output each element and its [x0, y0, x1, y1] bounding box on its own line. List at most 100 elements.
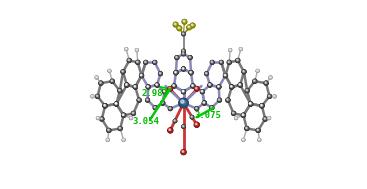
- Circle shape: [261, 104, 264, 107]
- Circle shape: [221, 62, 222, 63]
- Circle shape: [225, 75, 226, 76]
- Circle shape: [232, 112, 236, 115]
- Circle shape: [247, 128, 248, 129]
- Circle shape: [161, 101, 165, 105]
- Circle shape: [232, 86, 233, 87]
- Circle shape: [119, 89, 121, 92]
- Circle shape: [169, 129, 172, 132]
- Circle shape: [103, 104, 107, 108]
- Circle shape: [123, 114, 124, 116]
- Circle shape: [257, 129, 260, 132]
- Circle shape: [189, 26, 190, 28]
- Circle shape: [231, 86, 233, 88]
- Circle shape: [131, 111, 135, 115]
- Circle shape: [261, 105, 263, 107]
- Circle shape: [96, 77, 97, 78]
- Circle shape: [240, 48, 242, 50]
- Circle shape: [122, 113, 126, 117]
- Circle shape: [268, 117, 270, 120]
- Circle shape: [195, 123, 199, 126]
- Circle shape: [192, 24, 194, 26]
- Text: 3.054: 3.054: [132, 117, 159, 126]
- Circle shape: [96, 77, 98, 78]
- Circle shape: [259, 139, 260, 140]
- Circle shape: [243, 71, 245, 72]
- Circle shape: [240, 84, 241, 86]
- Circle shape: [112, 80, 113, 82]
- Circle shape: [181, 100, 184, 103]
- Circle shape: [190, 71, 193, 74]
- Circle shape: [116, 103, 117, 105]
- Circle shape: [111, 80, 114, 83]
- Circle shape: [243, 114, 244, 116]
- Circle shape: [270, 77, 272, 78]
- Circle shape: [182, 125, 184, 127]
- Circle shape: [169, 107, 170, 109]
- Circle shape: [205, 72, 208, 75]
- Circle shape: [246, 128, 248, 129]
- Circle shape: [183, 33, 184, 35]
- Circle shape: [182, 52, 185, 56]
- Circle shape: [97, 117, 99, 119]
- Circle shape: [119, 127, 121, 130]
- Circle shape: [122, 114, 126, 117]
- Circle shape: [160, 73, 161, 74]
- Circle shape: [182, 101, 185, 105]
- Circle shape: [225, 75, 226, 76]
- Circle shape: [238, 60, 239, 61]
- Circle shape: [156, 84, 158, 86]
- Circle shape: [243, 71, 245, 73]
- Circle shape: [100, 82, 102, 84]
- Circle shape: [161, 101, 164, 104]
- Circle shape: [269, 95, 270, 97]
- Circle shape: [195, 87, 199, 91]
- Circle shape: [236, 59, 240, 62]
- Circle shape: [183, 50, 184, 51]
- Circle shape: [155, 107, 156, 108]
- Circle shape: [239, 84, 241, 86]
- Circle shape: [105, 105, 106, 106]
- Circle shape: [188, 26, 190, 28]
- Circle shape: [100, 117, 104, 121]
- Circle shape: [135, 86, 136, 87]
- Circle shape: [140, 74, 143, 77]
- Circle shape: [157, 84, 158, 85]
- Circle shape: [119, 127, 122, 130]
- Circle shape: [218, 99, 221, 102]
- Circle shape: [153, 106, 157, 110]
- Circle shape: [146, 98, 149, 102]
- Circle shape: [265, 118, 266, 119]
- Circle shape: [240, 48, 242, 50]
- Circle shape: [189, 57, 191, 59]
- Circle shape: [191, 84, 195, 88]
- Circle shape: [147, 86, 149, 88]
- Circle shape: [240, 84, 241, 85]
- Circle shape: [183, 101, 185, 104]
- Circle shape: [145, 61, 147, 63]
- Circle shape: [175, 71, 177, 74]
- Circle shape: [204, 102, 205, 103]
- Circle shape: [133, 85, 137, 89]
- Circle shape: [238, 83, 242, 87]
- Circle shape: [147, 85, 150, 88]
- Circle shape: [126, 84, 128, 86]
- Circle shape: [182, 50, 184, 51]
- Circle shape: [235, 117, 237, 119]
- Circle shape: [182, 102, 184, 103]
- Circle shape: [155, 62, 156, 63]
- Circle shape: [146, 99, 149, 101]
- Circle shape: [246, 127, 248, 129]
- Circle shape: [206, 73, 207, 74]
- Circle shape: [188, 56, 192, 60]
- Circle shape: [126, 49, 127, 50]
- Circle shape: [174, 120, 176, 122]
- Circle shape: [218, 86, 220, 88]
- Circle shape: [170, 108, 171, 109]
- Circle shape: [210, 106, 214, 110]
- Circle shape: [154, 61, 156, 63]
- Circle shape: [219, 99, 220, 101]
- Circle shape: [119, 90, 121, 91]
- Circle shape: [116, 103, 117, 104]
- Circle shape: [101, 118, 103, 120]
- Circle shape: [242, 139, 245, 141]
